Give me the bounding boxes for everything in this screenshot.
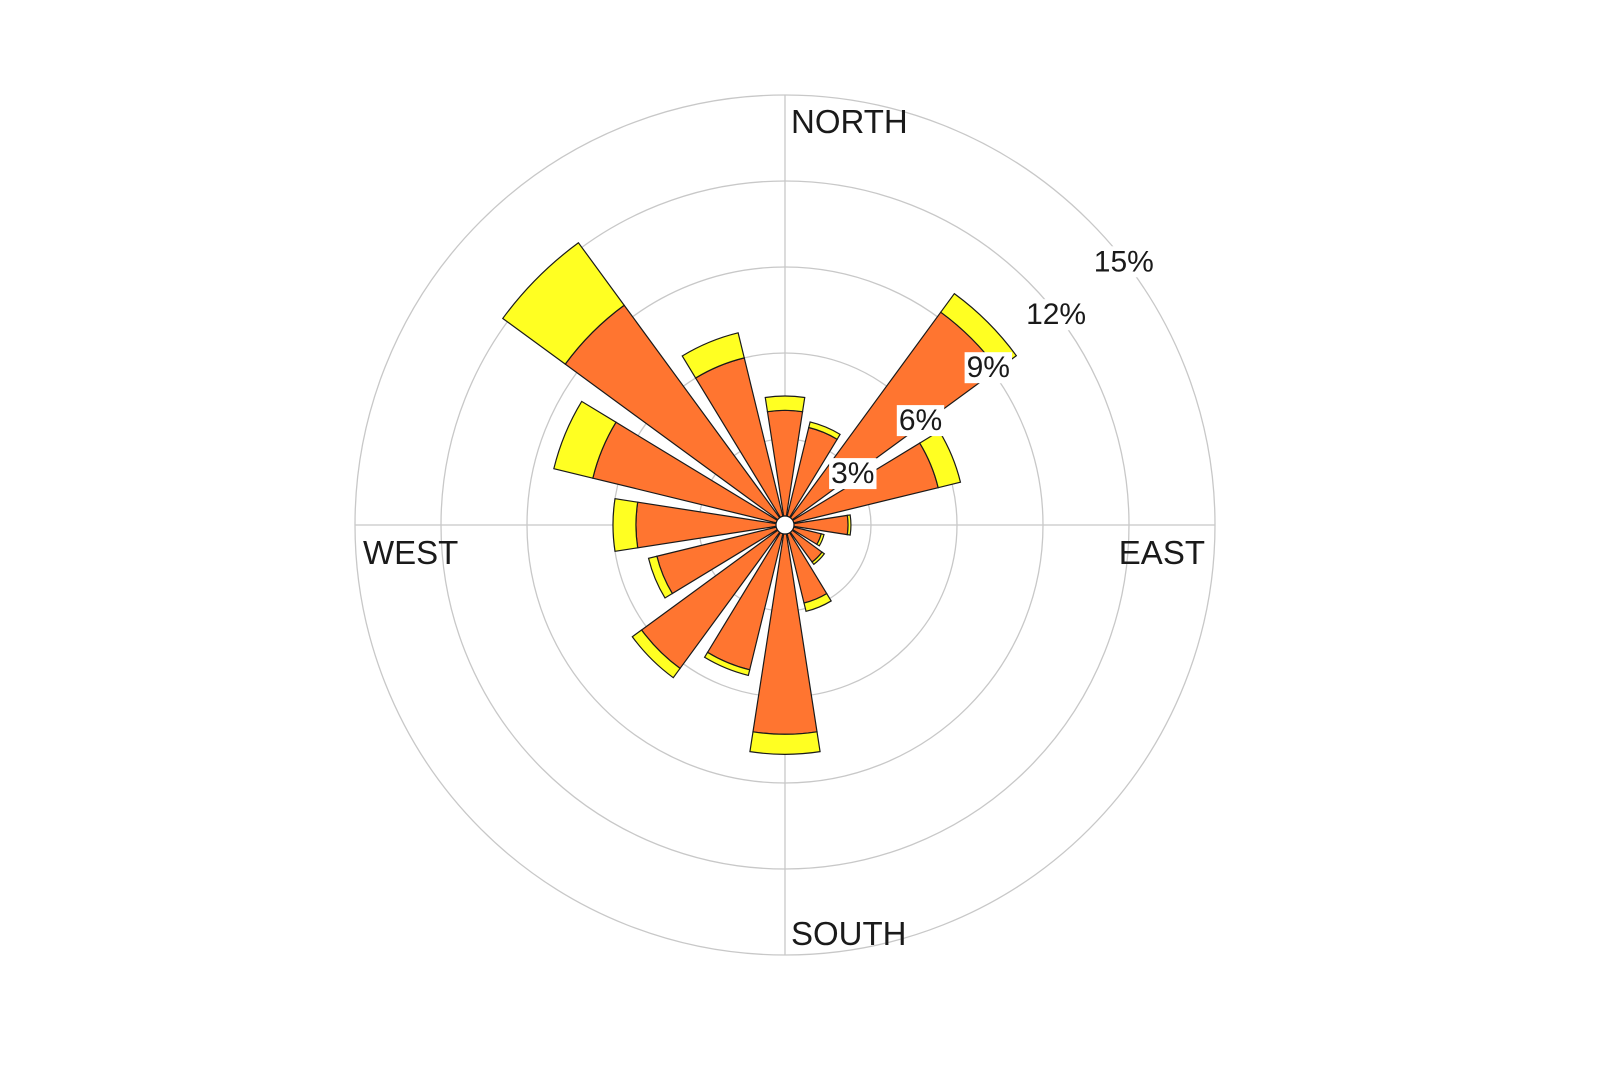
ring-label-group-2: 6% [896, 404, 945, 437]
ring-labels: 3% 6% 9% 12%15% [829, 245, 1156, 490]
petal-ssw-series-2 [703, 651, 751, 677]
east-label: EAST [1119, 534, 1205, 571]
petal-n-series-2 [764, 395, 806, 413]
ring-label-group-1: 3% [829, 457, 877, 490]
petal-ene-series-2 [918, 430, 962, 489]
west-label: WEST [363, 534, 458, 571]
ring-label-1: 3% [831, 457, 874, 490]
radial-grid [354, 94, 1216, 956]
ring-label-bg-2 [896, 405, 945, 437]
petal-sw-series-2 [631, 629, 681, 679]
petal-nne-series-2 [808, 421, 841, 441]
ring-label-bg-4 [1024, 299, 1089, 331]
petal-se-series-2 [811, 551, 826, 566]
petal-nw-series-2 [501, 241, 625, 365]
petal-w-series-2 [612, 498, 639, 552]
ring-label-bg-3 [964, 352, 1012, 384]
north-label: NORTH [791, 103, 908, 140]
petal-wsw-series-2 [647, 555, 674, 599]
petal-nnw-series-2 [681, 332, 745, 379]
petal-ese-series-2 [816, 533, 825, 547]
ring-label-4: 12% [1026, 298, 1086, 331]
ring-label-bg-5 [1091, 246, 1156, 278]
center-hole [775, 515, 795, 535]
ring-label-group-3: 9% [964, 351, 1012, 384]
ring-label-5: 15% [1094, 245, 1154, 278]
petal-sse-series-2 [803, 592, 832, 613]
petal-s-series-2 [749, 731, 821, 755]
ring-label-2: 6% [899, 404, 942, 437]
petal-ne-series-2 [939, 292, 1018, 371]
ring-label-3: 9% [967, 351, 1010, 384]
ring-label-bg-1 [829, 458, 877, 490]
petal-e-series-2 [846, 514, 852, 536]
south-label: SOUTH [791, 915, 907, 952]
ring-label-group-4: 12% [1024, 298, 1089, 331]
ring-label-group-5: 15% [1091, 245, 1156, 278]
wind-petals [501, 241, 1018, 755]
petal-wnw-series-2 [553, 400, 617, 479]
